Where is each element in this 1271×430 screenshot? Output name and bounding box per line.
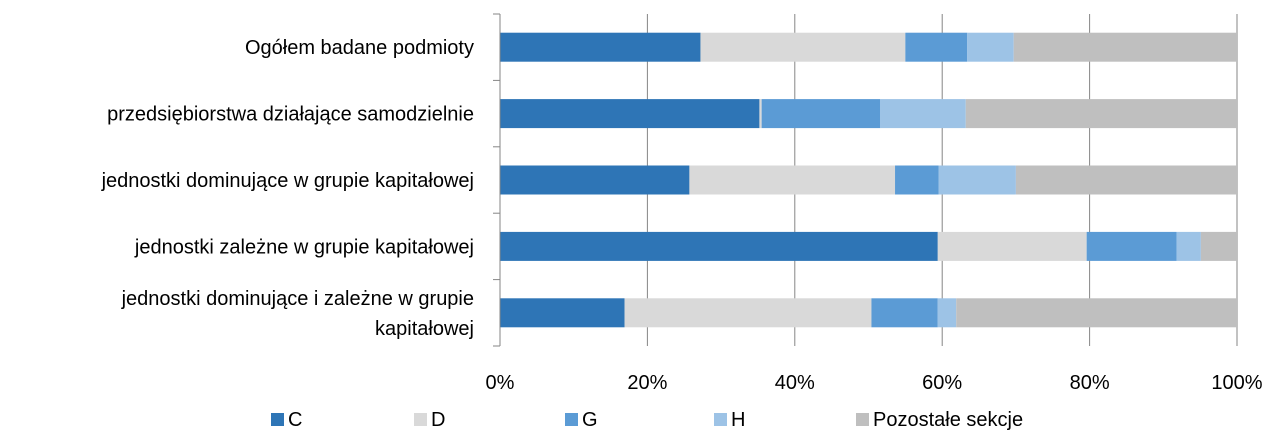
legend-swatch [856,413,869,426]
bar-segment [937,231,1087,261]
bars [500,32,1237,328]
bar-segment [1013,32,1237,62]
bar-segment [500,298,625,328]
legend-swatch [271,413,284,426]
bar-segment [761,99,881,129]
bar-segment [759,99,762,129]
category-label: jednostki dominujące i zależne w grupie k… [121,288,474,340]
bar-segment [956,298,1237,328]
x-tick-label: 20% [627,372,667,394]
bar-segment [880,99,966,129]
legend-swatch [414,413,427,426]
legend-swatch [565,413,578,426]
bar-segment [938,165,1016,195]
bar-segment [689,165,896,195]
bar-segment [500,99,760,129]
x-tick-label: 40% [775,372,815,394]
bar-segment [905,32,968,62]
bar-segment [967,32,1014,62]
bar-segment [1015,165,1237,195]
legend-label: G [582,409,598,430]
legend: C D G H Pozostałe sekcje [271,409,1023,430]
bar-segment [700,32,906,62]
legend-swatch [714,413,727,426]
category-label: Ogółem badane podmioty [245,37,474,59]
bar-segment [1086,231,1177,261]
x-tick-label: 0% [486,372,515,394]
bar-segment [1200,231,1237,261]
bar-segment [937,298,957,328]
bar-segment [965,99,1237,129]
legend-label: C [288,409,302,430]
y-axis: Ogółem badane podmioty przedsiębiorstwa d… [101,13,500,347]
x-tick-label: 60% [922,372,962,394]
x-tick-label: 80% [1070,372,1110,394]
x-tick-label: 100% [1211,372,1262,394]
legend-label: H [731,409,745,430]
bar-segment [500,32,701,62]
bar-segment [500,231,938,261]
bar-segment [500,165,690,195]
legend-label: D [431,409,445,430]
bar-segment [871,298,938,328]
category-label: jednostki zależne w grupie kapitałowej [134,236,474,258]
legend-label: Pozostałe sekcje [873,409,1023,430]
bar-segment [895,165,939,195]
bar-segment [1176,231,1201,261]
x-axis: 0% 20% 40% 60% 80% 100% [486,372,1263,394]
category-label: jednostki dominujące w grupie kapitałowe… [101,170,474,192]
category-label: przedsiębiorstwa działające samodzielnie [107,104,474,126]
bar-segment [624,298,872,328]
